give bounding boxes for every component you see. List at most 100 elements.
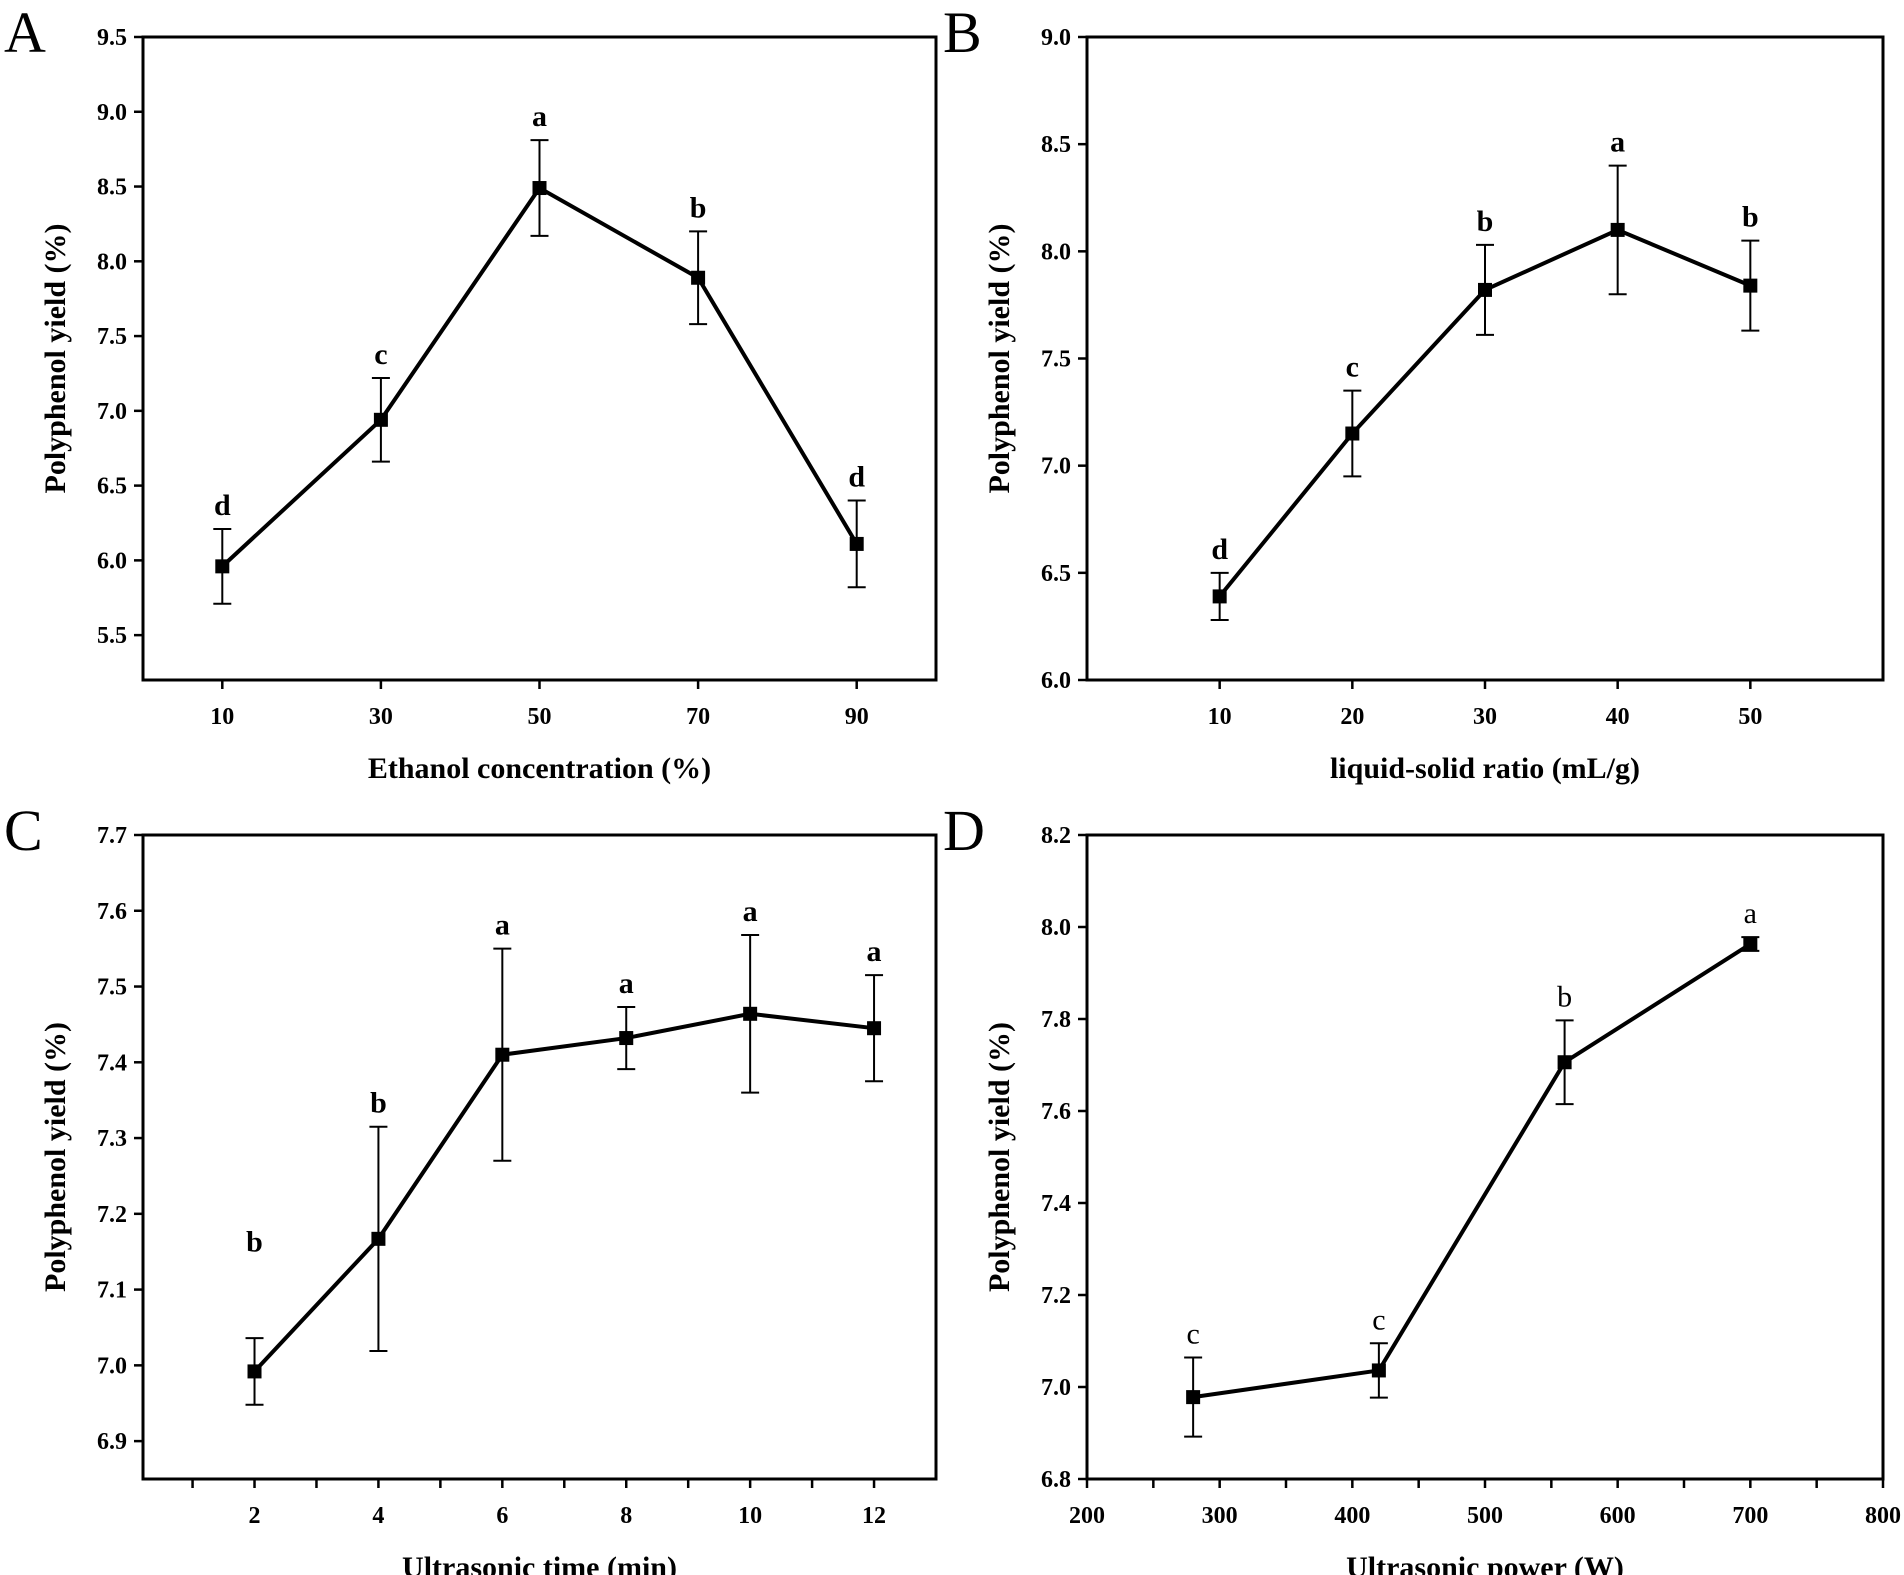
significance-label: b [1557, 980, 1572, 1013]
data-point [495, 1047, 510, 1062]
y-tick-label: 6.5 [97, 474, 127, 500]
data-point [867, 1021, 882, 1036]
x-tick-label: 50 [1738, 704, 1762, 730]
significance-label: a [495, 909, 510, 942]
x-tick-label: 90 [845, 704, 869, 730]
y-tick-label: 6.0 [1041, 668, 1071, 694]
series-line [1192, 942, 1752, 1400]
x-tick-label: 10 [210, 704, 234, 730]
data-point [1557, 1055, 1572, 1070]
y-tick-label: 8.5 [97, 175, 127, 201]
x-tick-label: 40 [1606, 704, 1630, 730]
y-axis-title: Polyphenol yield (%) [983, 223, 1016, 493]
y-tick-label: 7.3 [97, 1126, 127, 1152]
significance-label: d [848, 461, 865, 494]
y-axis-title: Polyphenol yield (%) [39, 1022, 72, 1292]
panel-letter: A [4, 0, 46, 65]
data-point [1478, 282, 1492, 297]
plot-frame [141, 35, 938, 682]
significance-label: a [1744, 897, 1757, 930]
y-tick-label: 6.0 [97, 548, 127, 574]
x-tick-label: 6 [496, 1503, 508, 1529]
data-point [373, 412, 388, 427]
series-line [253, 1011, 875, 1373]
y-tick-label: 7.0 [97, 399, 127, 425]
x-axis-title: Ethanol concentration (%) [368, 752, 711, 785]
data-point [849, 536, 864, 551]
y-tick-label: 7.6 [1041, 1099, 1071, 1125]
y-tick-label: 7.4 [1041, 1191, 1071, 1217]
data-point [691, 270, 706, 285]
plot-frame [1085, 833, 1885, 1481]
x-tick-label: 700 [1732, 1503, 1768, 1529]
y-tick-label: 8.0 [1041, 239, 1071, 265]
y-tick-label: 7.0 [1041, 1375, 1071, 1401]
x-axis-title: liquid-solid ratio (mL/g) [1330, 752, 1640, 785]
y-tick-label: 8.2 [1041, 823, 1071, 849]
x-tick-label: 600 [1600, 1503, 1636, 1529]
x-axis-title: Ultrasonic time (min) [402, 1551, 677, 1575]
y-tick-label: 8.0 [97, 249, 127, 275]
significance-label: c [1346, 351, 1359, 384]
x-tick-label: 4 [372, 1503, 384, 1529]
panel-a: A 10 30 50 70 90 5.5 6.0 6.5 7.0 7.5 8.0 8.5 9.0 9.5 Et… [4, 0, 938, 785]
significance-label: a [743, 895, 758, 928]
x-tick-label: 30 [369, 704, 393, 730]
data-point [1610, 222, 1625, 237]
data-point [1212, 589, 1227, 604]
y-tick-label: 6.8 [1041, 1467, 1071, 1493]
significance-label: b [370, 1087, 387, 1120]
plot-frame [141, 833, 938, 1481]
y-tick-label: 8.0 [1041, 915, 1071, 941]
data-point [1743, 278, 1758, 293]
panel-c: C 2 4 6 8 10 12 6.9 7.0 7.1 7.2 7.3 7.4 7.5 7.6 7.7 Ultr… [4, 798, 938, 1575]
plot-frame [1085, 35, 1885, 682]
y-tick-label: 9.0 [97, 100, 127, 126]
panel-b: B 10 20 30 40 50 6.0 6.5 7.0 7.5 8.0 8.5 9.0 liquid-s… [943, 0, 1885, 785]
significance-label: a [532, 100, 547, 133]
y-tick-label: 7.5 [1041, 347, 1071, 373]
y-tick-label: 6.9 [97, 1429, 127, 1455]
data-point [1186, 1390, 1201, 1405]
x-tick-label: 30 [1473, 704, 1497, 730]
x-tick-label: 10 [1208, 704, 1232, 730]
y-tick-label: 7.5 [97, 324, 127, 350]
x-tick-label: 8 [620, 1503, 632, 1529]
x-tick-label: 200 [1069, 1503, 1105, 1529]
x-tick-label: 400 [1334, 1503, 1370, 1529]
panel-d: D 200 300 400 500 600 700 800 6.8 7.0 7.2 7.4 7.6 7.8… [943, 798, 1901, 1575]
y-axis-title: Polyphenol yield (%) [983, 1022, 1016, 1292]
significance-label: b [1742, 201, 1759, 234]
significance-label: d [1211, 533, 1228, 566]
y-tick-label: 7.1 [97, 1278, 127, 1304]
x-tick-label: 20 [1340, 704, 1364, 730]
significance-label: a [867, 935, 882, 968]
y-tick-label: 7.6 [97, 899, 127, 925]
x-tick-label: 500 [1467, 1503, 1503, 1529]
y-tick-label: 7.5 [97, 975, 127, 1001]
significance-label: c [374, 338, 387, 371]
significance-label: b [1477, 205, 1494, 238]
y-tick-label: 8.5 [1041, 132, 1071, 158]
y-tick-label: 9.0 [1041, 25, 1071, 51]
data-point [1371, 1363, 1386, 1378]
panel-letter: D [943, 798, 985, 863]
series-line [220, 185, 859, 568]
y-tick-label: 6.5 [1041, 561, 1071, 587]
data-point [743, 1006, 758, 1021]
significance-label: c [1372, 1303, 1385, 1336]
x-tick-label: 50 [528, 704, 552, 730]
y-tick-label: 7.8 [1041, 1007, 1071, 1033]
y-tick-label: 7.7 [97, 823, 127, 849]
panel-letter: C [4, 798, 43, 863]
data-point [1345, 426, 1360, 441]
x-tick-label: 70 [686, 704, 710, 730]
significance-label: b [246, 1226, 263, 1259]
y-tick-label: 7.4 [97, 1050, 127, 1076]
data-point [215, 559, 230, 574]
x-tick-label: 800 [1865, 1503, 1901, 1529]
y-tick-label: 7.2 [1041, 1283, 1071, 1309]
data-point [619, 1031, 634, 1046]
significance-label: c [1186, 1318, 1199, 1351]
